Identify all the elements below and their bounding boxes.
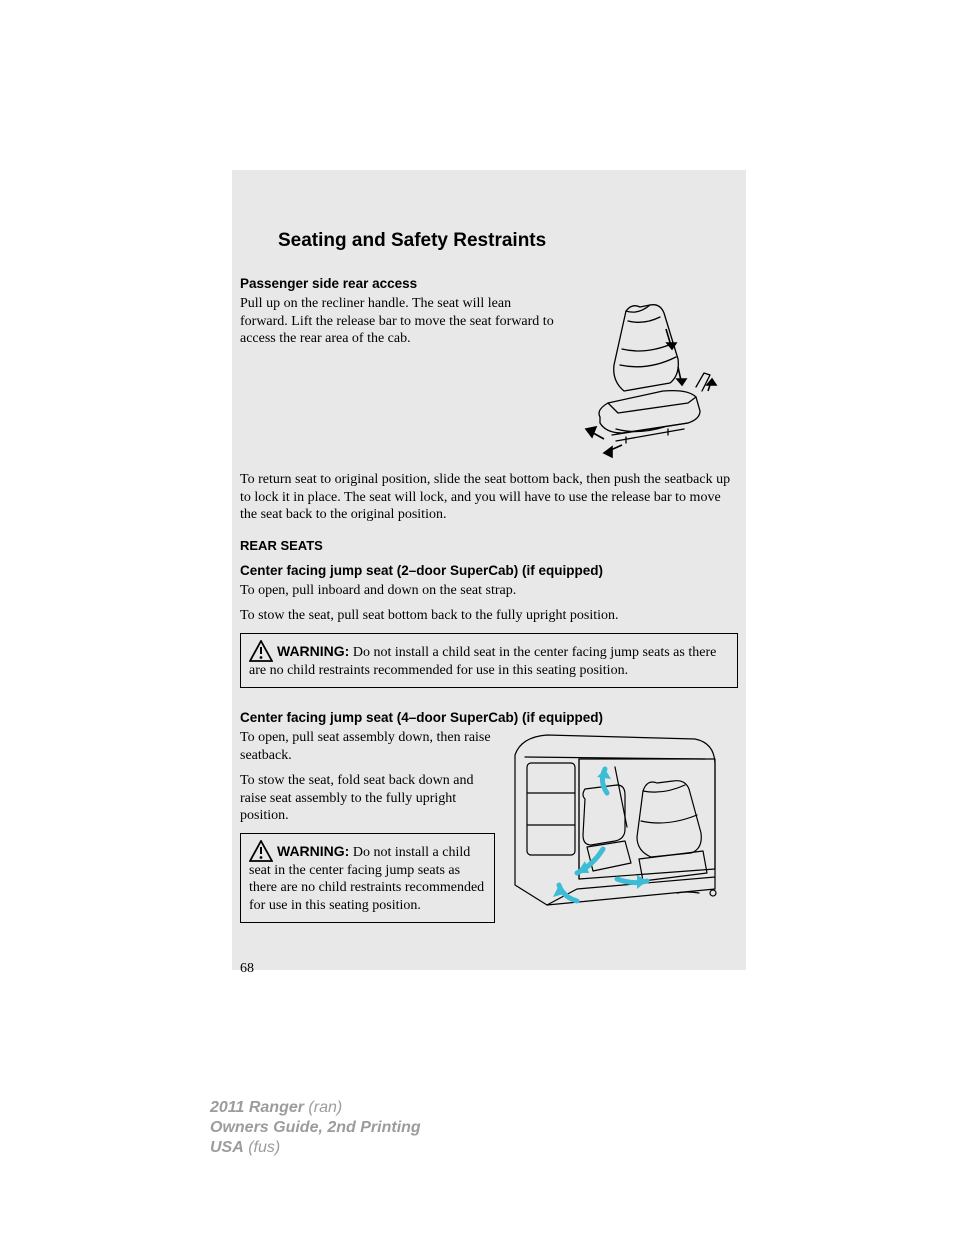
footer-country-code: (fus) — [244, 1139, 280, 1156]
section2-p2: To stow the seat, pull seat bottom back … — [240, 607, 738, 625]
warning-icon — [249, 640, 273, 662]
section3-p1: To open, pull seat assembly down, then r… — [240, 729, 495, 764]
section1-row: Pull up on the recliner handle. The seat… — [240, 295, 738, 465]
section2-warning: WARNING: Do not install a child seat in … — [240, 633, 738, 689]
footer-line1: 2011 Ranger (ran) — [210, 1098, 421, 1118]
figure-seat — [568, 295, 738, 465]
warning-label: WARNING: — [277, 643, 349, 659]
seat-diagram — [568, 295, 738, 465]
section1-p1: Pull up on the recliner handle. The seat… — [240, 295, 556, 348]
section3-text-col: To open, pull seat assembly down, then r… — [240, 729, 495, 923]
footer-line2: Owners Guide, 2nd Printing — [210, 1118, 421, 1138]
section2-heading: Center facing jump seat (2–door SuperCab… — [240, 563, 738, 578]
page-title: Seating and Safety Restraints — [278, 230, 738, 252]
footer-country: USA — [210, 1139, 244, 1156]
footer-line3: USA (fus) — [210, 1138, 421, 1158]
figure-cab — [507, 729, 732, 919]
warning-label: WARNING: — [277, 843, 349, 859]
page-number: 68 — [240, 961, 738, 977]
section2-p1: To open, pull inboard and down on the se… — [240, 582, 738, 600]
section3-p2: To stow the seat, fold seat back down an… — [240, 772, 495, 825]
section3-row: To open, pull seat assembly down, then r… — [240, 729, 738, 923]
footer-model-code: (ran) — [304, 1099, 342, 1116]
footer-model: 2011 Ranger — [210, 1099, 304, 1116]
footer: 2011 Ranger (ran) Owners Guide, 2nd Prin… — [210, 1098, 421, 1158]
section1-p2: To return seat to original position, sli… — [240, 471, 738, 524]
section1-heading: Passenger side rear access — [240, 276, 738, 291]
rear-seats-heading: REAR SEATS — [240, 538, 738, 553]
page-content: Seating and Safety Restraints Passenger … — [240, 230, 738, 977]
section1-text-col: Pull up on the recliner handle. The seat… — [240, 295, 556, 356]
section3-heading: Center facing jump seat (4–door SuperCab… — [240, 710, 738, 725]
warning-icon — [249, 840, 273, 862]
cab-diagram — [507, 729, 732, 919]
section3-warning: WARNING: Do not install a child seat in … — [240, 833, 495, 924]
